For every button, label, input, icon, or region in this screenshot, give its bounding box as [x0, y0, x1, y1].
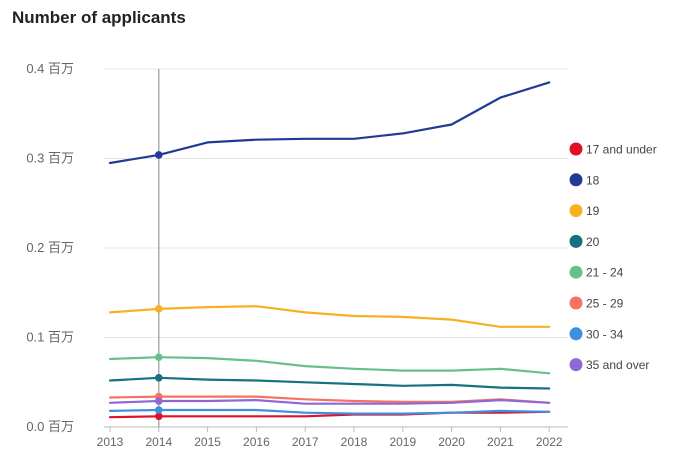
y-tick-label: 0.2 百万 [26, 240, 74, 255]
legend-label: 25 - 29 [586, 297, 624, 311]
legend: 17 and under 18 19 20 21 - 24 25 - 29 30 - 34 3… [569, 142, 657, 372]
legend-label: 18 [586, 173, 600, 187]
legend-marker [569, 296, 583, 310]
y-tick-label: 0.4 百万 [26, 61, 74, 76]
legend-marker [569, 204, 583, 218]
hover-point [155, 373, 163, 382]
series-line [108, 305, 551, 328]
x-tick-label: 2016 [243, 435, 270, 449]
hover-point [155, 397, 163, 405]
series-line [108, 81, 551, 165]
series-line [108, 408, 551, 415]
legend-label: 20 [586, 235, 600, 249]
y-tick-label: 0.3 百万 [26, 151, 74, 166]
y-axis: 0.0 百万 0.1 百万 0.2 百万 0.3 百万 0.4 百万 [26, 61, 74, 434]
legend-label: 19 [586, 204, 600, 218]
legend-marker [569, 142, 583, 156]
x-tick-label: 2022 [536, 435, 563, 449]
series-lines [108, 81, 551, 421]
legend-label: 35 and over [586, 358, 649, 372]
x-tick-label: 2015 [194, 435, 221, 449]
x-tick-label: 2017 [292, 435, 319, 449]
series-line [108, 376, 551, 390]
legend-marker [569, 358, 583, 372]
hover-point [155, 151, 163, 159]
x-tick-label: 2019 [389, 435, 416, 449]
legend-marker [569, 265, 583, 279]
hover-point [155, 406, 163, 414]
legend-marker [569, 327, 583, 341]
x-tick-label: 2013 [97, 435, 124, 449]
x-axis: 2013 2014 2015 2016 2017 2018 2019 2020 2021 2022 [97, 427, 563, 449]
legend-label: 17 and under [586, 143, 657, 157]
legend-label: 21 - 24 [586, 266, 624, 280]
y-tick-label: 0.1 百万 [26, 330, 74, 345]
chart-title: Number of applicants [12, 8, 186, 27]
y-tick-label: 0.0 百万 [26, 419, 74, 434]
series-line [108, 399, 551, 405]
hover-point [155, 353, 163, 361]
hover-point [155, 305, 163, 313]
legend-marker [569, 234, 583, 248]
series-line [108, 356, 551, 375]
x-tick-label: 2021 [487, 435, 514, 449]
x-tick-label: 2014 [145, 435, 172, 449]
hover-point [155, 412, 163, 421]
x-tick-label: 2020 [438, 435, 465, 449]
x-tick-label: 2018 [341, 435, 368, 449]
legend-label: 30 - 34 [586, 327, 624, 341]
grid-lines [104, 68, 568, 428]
legend-marker [569, 173, 583, 187]
